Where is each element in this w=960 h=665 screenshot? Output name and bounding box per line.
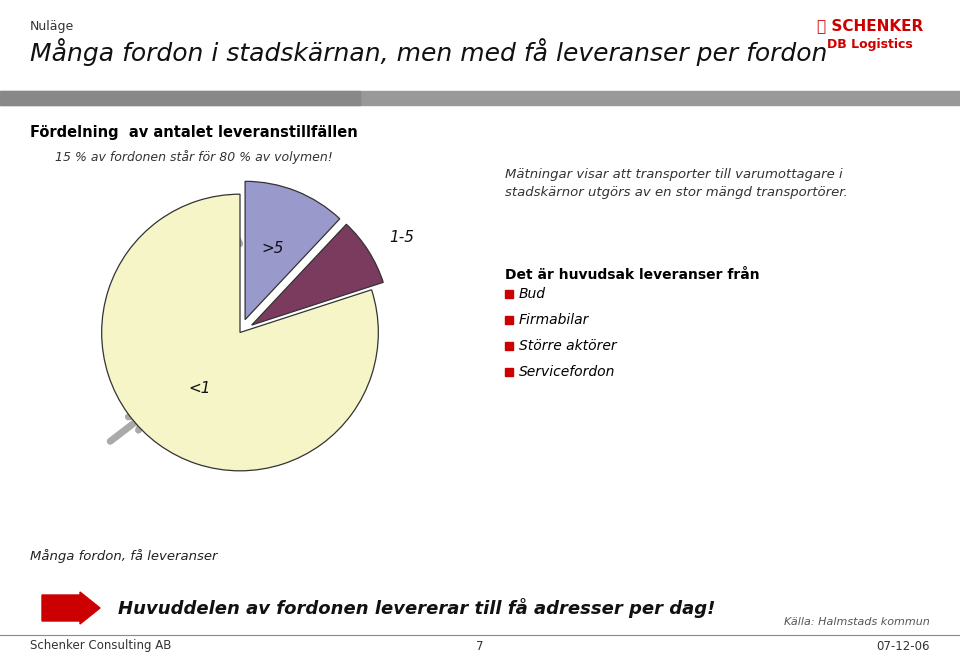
Text: Många fordon i stadskärnan, men med få leveranser per fordon: Många fordon i stadskärnan, men med få l…: [30, 38, 828, 66]
Text: Ⓢ SCHENKER: Ⓢ SCHENKER: [817, 18, 924, 33]
Text: Det är huvudsak leveranser från: Det är huvudsak leveranser från: [505, 268, 759, 282]
Bar: [505, 368, 513, 376]
Text: 15 % av fordonen står för 80 % av volymen!: 15 % av fordonen står för 80 % av volyme…: [55, 150, 333, 164]
Text: <1: <1: [188, 381, 210, 396]
Wedge shape: [102, 194, 378, 471]
Text: Mätningar visar att transporter till varumottagare i
stadskärnor utgörs av en st: Mätningar visar att transporter till var…: [505, 168, 848, 199]
Text: Bud: Bud: [519, 287, 546, 301]
Text: Källa: Halmstads kommun: Källa: Halmstads kommun: [784, 617, 930, 627]
Text: Många fordon, få leveranser: Många fordon, få leveranser: [30, 549, 218, 563]
Text: Huvuddelen av fordonen levererar till få adresser per dag!: Huvuddelen av fordonen levererar till få…: [118, 598, 715, 618]
Text: Större aktörer: Större aktörer: [519, 339, 616, 353]
Text: Schenker Consulting AB: Schenker Consulting AB: [30, 640, 172, 652]
Bar: [505, 316, 513, 324]
Text: DB Logistics: DB Logistics: [828, 38, 913, 51]
Bar: [780, 10, 950, 75]
Bar: [505, 290, 513, 298]
Text: Servicefordon: Servicefordon: [519, 365, 615, 379]
Wedge shape: [252, 224, 383, 325]
Text: Fördelning  av antalet leveranstillfällen: Fördelning av antalet leveranstillfällen: [30, 125, 358, 140]
Text: 1-5: 1-5: [390, 230, 415, 245]
Bar: [505, 342, 513, 350]
Text: Nuläge: Nuläge: [30, 20, 74, 33]
Bar: [0, 91, 360, 105]
Text: >5: >5: [262, 241, 284, 257]
Text: Firmabilar: Firmabilar: [519, 313, 589, 327]
Bar: [0, 91, 960, 105]
Text: 7: 7: [476, 640, 484, 652]
Wedge shape: [245, 182, 340, 320]
FancyArrow shape: [42, 592, 100, 624]
Text: 07-12-06: 07-12-06: [876, 640, 930, 652]
